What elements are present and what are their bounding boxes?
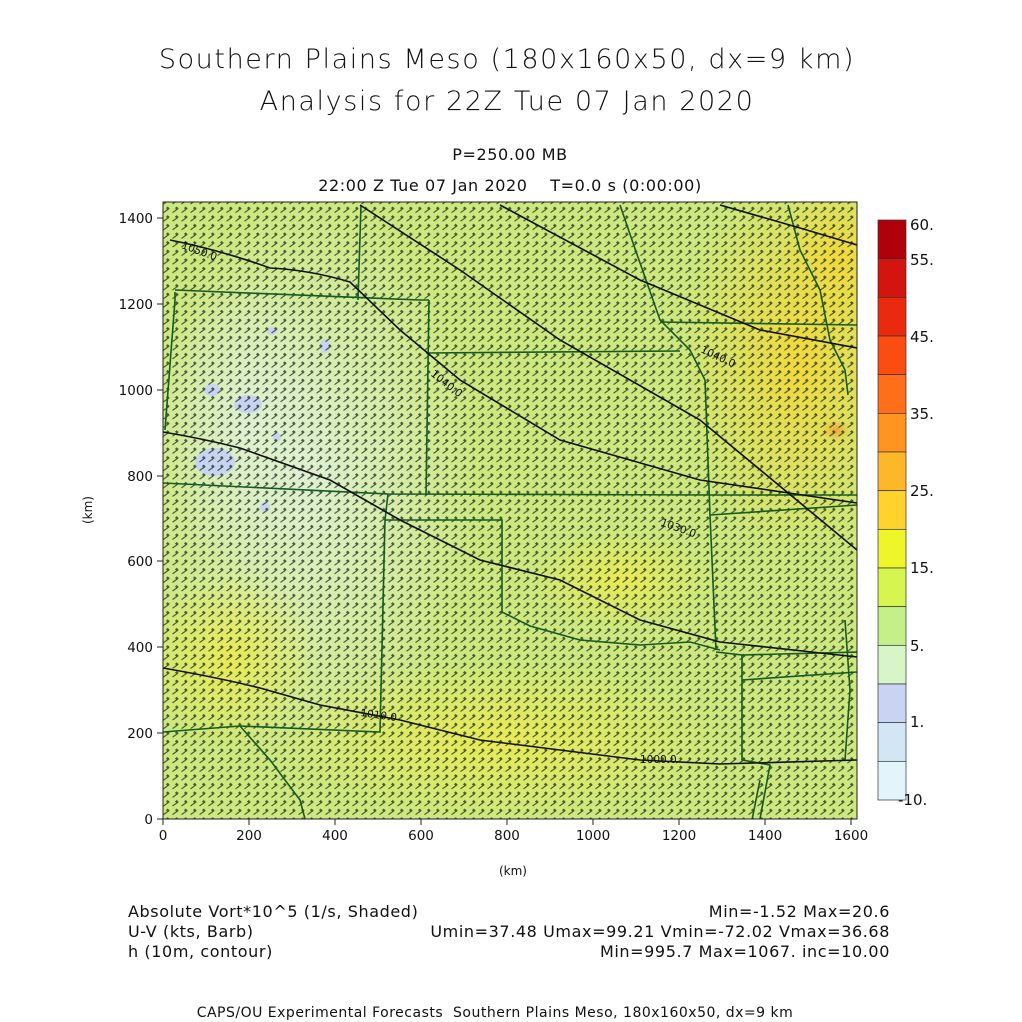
colorbar-label: 60.: [910, 216, 934, 234]
y-tick-labels: 0 200 400 600 800 1000 1200 1400: [119, 211, 153, 828]
vorticity-field-name: Absolute Vort*10^5 (1/s, Shaded): [128, 902, 419, 921]
x-tick-label: 1400: [748, 828, 782, 844]
colorbar-label: 45.: [910, 328, 934, 346]
x-tick-label: 200: [236, 828, 262, 844]
colorbar-swatch: [877, 644, 907, 685]
colorbar-swatch: [877, 258, 907, 298]
height-field-stats: Min=995.7 Max=1067. inc=10.00: [599, 942, 890, 961]
wind-field-name: U-V (kts, Barb): [128, 922, 254, 941]
colorbar-swatch: [877, 296, 907, 337]
x-tick-label: 1600: [834, 828, 868, 844]
vorticity-field-stats: Min=-1.52 Max=20.6: [708, 902, 890, 921]
colorbar-swatch: [877, 683, 907, 724]
y-tick-label: 1200: [119, 297, 153, 313]
map-subtitle: Analysis for 22Z Tue 07 Jan 2020: [259, 86, 755, 117]
footer-credit: CAPS/OU Experimental Forecasts Southern …: [196, 1005, 794, 1021]
colorbar-label: 55.: [910, 251, 934, 269]
axis-ticks: [157, 217, 852, 825]
x-tick-labels: 0 200 400 600 800 1000 1200 1400 1600: [159, 828, 868, 844]
colorbar-swatch: [877, 451, 907, 492]
colorbar-label: 35.: [910, 405, 934, 423]
y-tick-label: 1000: [119, 383, 153, 399]
y-axis-label: (km): [81, 496, 95, 524]
state-boundaries: [163, 204, 857, 819]
wind-field-stats: Umin=37.48 Umax=99.21 Vmin=-72.02 Vmax=3…: [430, 922, 890, 941]
colorbar-labels: 60. 55. 45. 35. 25. 15. 5. 1. -10.: [898, 216, 934, 809]
colorbar: 60. 55. 45. 35. 25. 15. 5. 1. -10.: [877, 216, 934, 809]
map-title: Southern Plains Meso (180x160x50, dx=9 k…: [158, 44, 856, 75]
height-contours: [163, 204, 857, 765]
colorbar-swatch: [877, 335, 907, 376]
colorbar-swatch: [877, 606, 907, 646]
x-tick-label: 600: [408, 828, 434, 844]
contour-label: 1010.0: [360, 707, 398, 724]
y-tick-label: 400: [127, 640, 153, 656]
height-field-name: h (10m, contour): [128, 942, 273, 961]
x-tick-label: 800: [494, 828, 520, 844]
pressure-level: P=250.00 MB: [452, 145, 568, 164]
y-tick-label: 0: [144, 812, 153, 828]
colorbar-label: 25.: [910, 482, 934, 500]
y-tick-label: 1400: [119, 211, 153, 227]
y-tick-label: 200: [127, 726, 153, 742]
x-tick-label: 1000: [576, 828, 610, 844]
colorbar-swatch: [877, 374, 907, 414]
colorbar-swatch: [877, 760, 907, 801]
colorbar-swatch: [877, 412, 907, 453]
colorbar-label: -10.: [898, 791, 927, 809]
colorbar-label: 5.: [910, 637, 924, 655]
colorbar-label: 15.: [910, 559, 934, 577]
x-tick-label: 0: [159, 828, 168, 844]
y-tick-label: 600: [127, 554, 153, 570]
y-tick-label: 800: [127, 469, 153, 485]
colorbar-swatch: [877, 528, 907, 569]
colorbar-swatch: [877, 567, 907, 608]
colorbar-label: 1.: [910, 713, 924, 731]
colorbar-swatch: [877, 490, 907, 530]
colorbar-swatch: [877, 722, 907, 762]
x-axis-label: (km): [499, 864, 527, 878]
x-tick-label: 1200: [662, 828, 696, 844]
vorticity-shading: [163, 202, 857, 819]
plot-frame: [162, 201, 858, 820]
x-tick-label: 400: [322, 828, 348, 844]
contour-label: 1000.0: [640, 754, 677, 766]
valid-time: 22:00 Z Tue 07 Jan 2020 T=0.0 s (0:00:00…: [318, 176, 702, 195]
colorbar-boxes: [877, 219, 907, 801]
colorbar-swatch: [877, 219, 907, 260]
